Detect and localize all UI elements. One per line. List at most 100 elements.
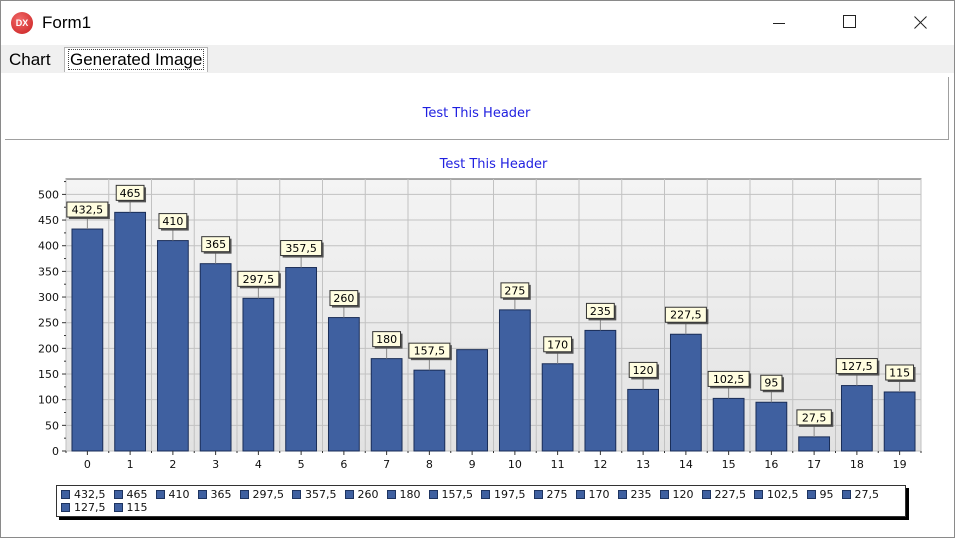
x-tick-label: 8: [426, 458, 433, 471]
data-label: 235: [590, 305, 611, 318]
data-label-box: [628, 361, 658, 378]
header-text: Test This Header: [422, 106, 531, 121]
data-label-box: [280, 240, 323, 257]
legend-swatch: [533, 490, 543, 499]
x-tick-label: 4: [255, 458, 262, 471]
legend-item: 180: [386, 488, 421, 501]
x-tick-label: 7: [383, 458, 390, 471]
legend-swatch: [61, 490, 70, 499]
tab-strip: Chart Generated Image: [1, 45, 954, 73]
x-tick-label: 5: [298, 458, 305, 471]
y-tick-label: 300: [38, 291, 59, 304]
legend-label: 227,5: [714, 488, 747, 501]
legend-swatch: [481, 490, 490, 499]
legend-swatch: [386, 490, 396, 499]
legend-swatch: [113, 503, 123, 512]
legend-item: 235: [617, 488, 652, 501]
bar-chart: Test This Header050100150200250300350400…: [38, 157, 922, 471]
data-label: 157,5: [414, 345, 446, 358]
bar: [883, 391, 916, 452]
legend-swatch: [239, 490, 249, 499]
legend-swatch: [113, 490, 123, 499]
window-title: Form1: [42, 13, 92, 32]
x-tick-label: 18: [850, 458, 864, 471]
legend-label: 410: [168, 488, 190, 501]
bar: [840, 385, 873, 452]
legend-item: 365: [197, 488, 232, 501]
bar: [327, 317, 360, 452]
x-tick-label: 9: [469, 458, 476, 471]
legend-label: 180: [399, 488, 421, 501]
dx-app-icon: DX: [11, 12, 33, 34]
y-tick-label: 350: [38, 265, 59, 278]
x-tick-label: 12: [593, 458, 607, 471]
title-bar[interactable]: DX Form1: [1, 1, 954, 45]
bar: [755, 401, 788, 452]
bar: [669, 333, 702, 452]
legend-swatch: [292, 490, 301, 499]
data-label-box: [835, 358, 878, 375]
data-label: 357,5: [285, 242, 317, 255]
legend-label: 365: [210, 488, 232, 501]
minimize-button[interactable]: [755, 1, 801, 45]
data-label-box: [664, 306, 707, 323]
legend-label: 127,5: [74, 501, 106, 514]
legend-swatch: [617, 490, 627, 499]
data-label-box: [201, 236, 231, 253]
legend-swatch: [575, 490, 585, 499]
legend-item: 227,5: [701, 488, 747, 501]
data-label-box: [66, 201, 109, 218]
x-tick-label: 1: [127, 458, 134, 471]
data-label: 410: [162, 215, 183, 228]
bar: [242, 297, 275, 452]
data-label: 27,5: [802, 411, 827, 424]
data-label-box: [372, 331, 402, 348]
legend-label: 102,5: [767, 488, 799, 501]
legend-item: 95: [806, 488, 834, 501]
bar: [498, 309, 531, 452]
header-panel: Test This Header: [5, 77, 949, 140]
data-label-box: [500, 282, 530, 299]
legend-item: 27,5: [841, 488, 879, 501]
data-label-box: [796, 409, 832, 426]
data-label: 127,5: [841, 360, 873, 373]
legend-label: 157,5: [441, 488, 474, 501]
legend-swatch: [841, 490, 851, 499]
bar: [627, 388, 660, 452]
legend-item: 465: [113, 488, 148, 501]
legend-item: 260: [344, 488, 379, 501]
data-label: 365: [205, 238, 226, 251]
legend-swatch: [806, 490, 816, 499]
legend-item: 115: [113, 501, 148, 514]
y-tick-label: 450: [38, 214, 59, 227]
bar: [114, 211, 147, 452]
data-label: 297,5: [243, 273, 275, 286]
legend-label: 115: [126, 501, 148, 514]
legend-label: 432,5: [74, 488, 106, 501]
legend-label: 170: [588, 488, 610, 501]
close-button[interactable]: [897, 1, 943, 45]
tab-generated-image[interactable]: Generated Image: [64, 47, 209, 72]
data-label-box: [543, 336, 573, 353]
maximize-button[interactable]: [827, 1, 873, 45]
legend-swatch: [701, 490, 711, 499]
data-label-box: [158, 213, 188, 230]
bar: [413, 369, 446, 452]
bar: [370, 358, 403, 452]
data-label-box: [707, 370, 750, 387]
legend-label: 95: [819, 488, 834, 501]
y-tick-label: 100: [38, 394, 59, 407]
legend-label: 120: [672, 488, 694, 501]
data-label-box: [237, 270, 280, 287]
legend-item: 275: [533, 488, 568, 501]
x-tick-label: 17: [807, 458, 821, 471]
legend-label: 235: [630, 488, 652, 501]
tab-chart[interactable]: Chart: [9, 50, 51, 69]
x-tick-label: 0: [84, 458, 91, 471]
legend-label: 260: [357, 488, 379, 501]
legend-swatch: [344, 490, 354, 499]
data-label-box: [115, 184, 145, 201]
legend-item: 157,5: [428, 488, 474, 501]
data-label: 120: [633, 364, 654, 377]
